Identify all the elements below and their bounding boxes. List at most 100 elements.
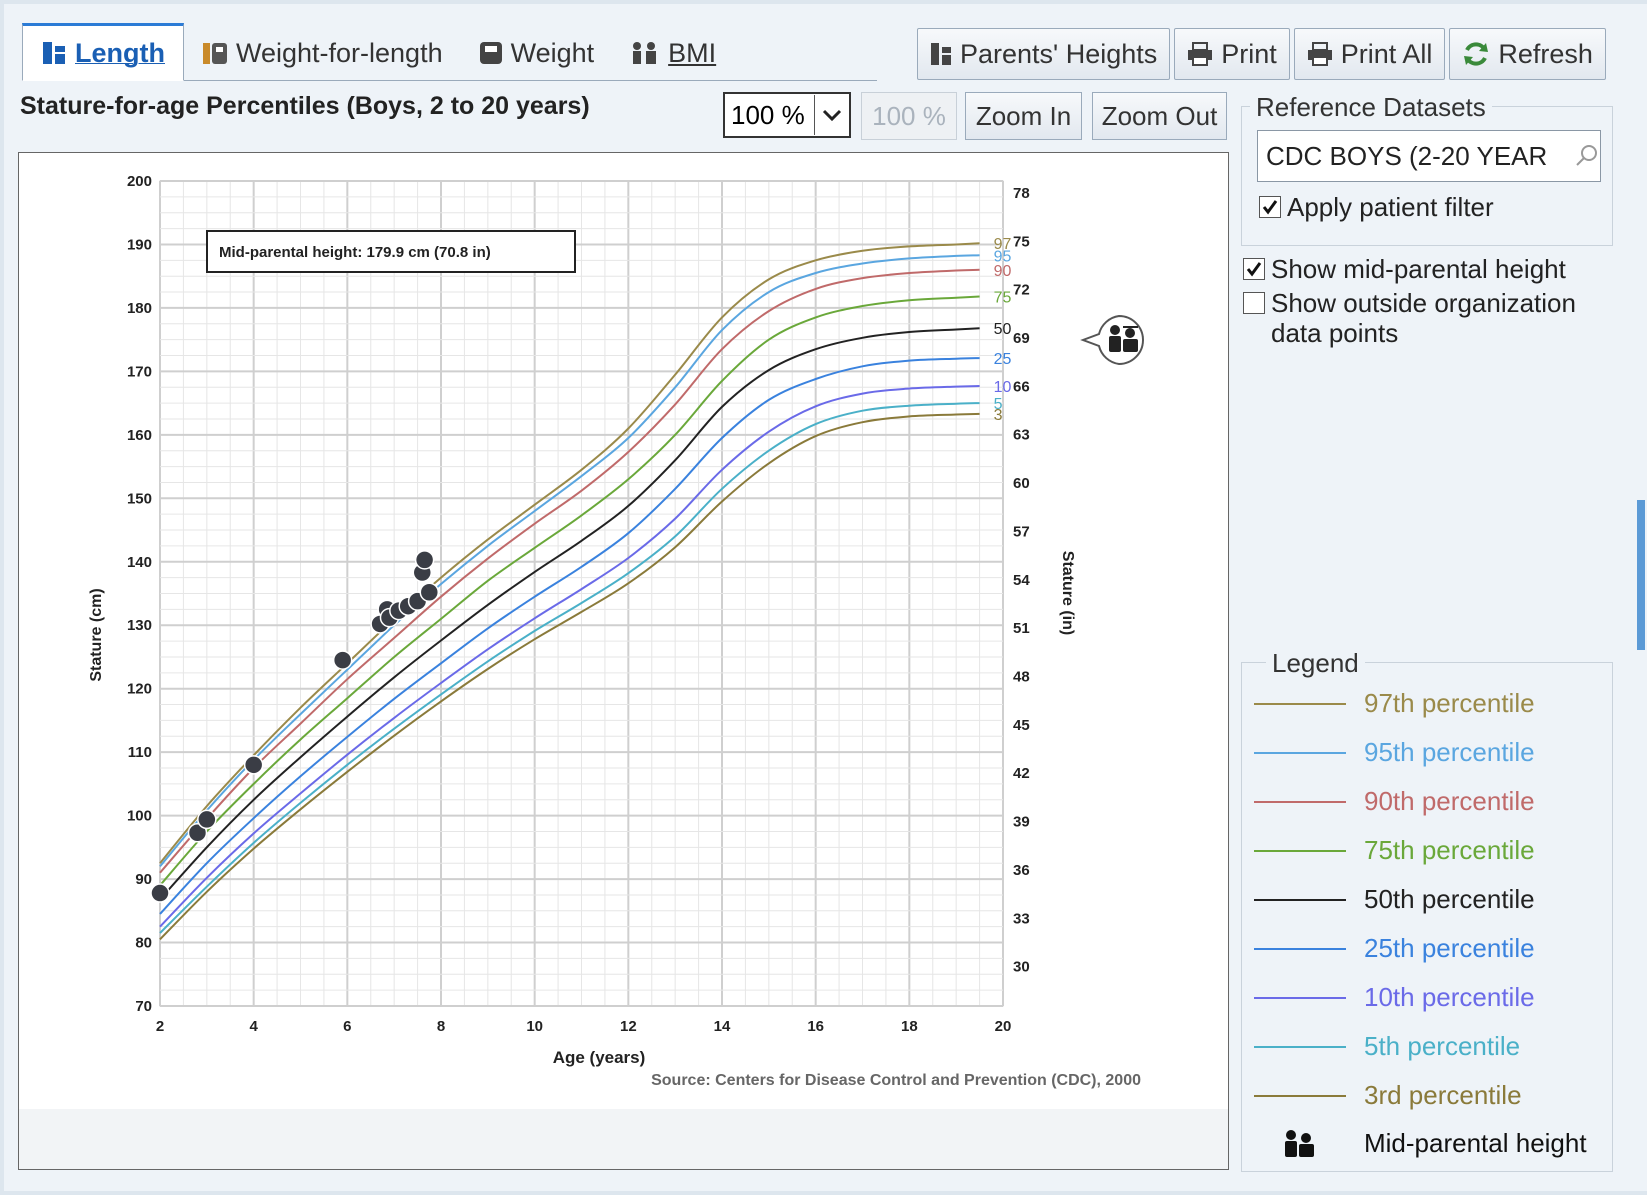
legend-item: 97th percentile <box>1254 688 1535 719</box>
show-outside-org-checkbox[interactable]: Show outside organization data points <box>1243 288 1603 348</box>
patient-data-point <box>332 650 353 670</box>
patient-data-point <box>243 755 264 775</box>
y-tick-label: 100 <box>127 808 152 825</box>
legend-swatch <box>1254 800 1346 803</box>
checkbox-box[interactable] <box>1243 258 1265 280</box>
percentile-curve-95 <box>159 254 980 868</box>
zoom-select[interactable]: 100 % <box>723 92 851 138</box>
tab-weight[interactable]: Weight <box>461 26 613 80</box>
legend-mid-parental: Mid-parental height <box>1254 1128 1587 1159</box>
legend-item: 25th percentile <box>1254 933 1535 964</box>
parents-heights-button[interactable]: Parents' Heights <box>917 28 1171 80</box>
percentile-curve-10 <box>159 385 980 928</box>
zoom-out-button[interactable]: Zoom Out <box>1092 92 1227 140</box>
y-right-tick-label: 66 <box>1013 378 1030 395</box>
y-right-tick-label: 69 <box>1013 330 1030 347</box>
percentile-end-label: 3 <box>994 407 1003 424</box>
y-right-tick-label: 36 <box>1013 862 1030 879</box>
printer-icon <box>1188 42 1213 66</box>
legend-group <box>1241 662 1613 1172</box>
y-tick-label: 180 <box>127 300 152 317</box>
y-tick-label: 70 <box>135 998 152 1015</box>
x-tick-label: 14 <box>714 1018 731 1035</box>
percentile-curve-3 <box>159 412 980 941</box>
y-tick-label: 200 <box>127 173 152 190</box>
legend-swatch <box>1254 849 1346 852</box>
tab-label: Weight <box>510 37 595 68</box>
patient-data-point <box>419 582 440 602</box>
show-outside-org-label: Show outside organization data points <box>1271 288 1576 348</box>
tab-bmi[interactable]: BMI <box>612 26 734 80</box>
weight-for-length-icon <box>202 43 227 64</box>
y-tick-label: 150 <box>127 490 152 507</box>
legend-label: 95th percentile <box>1364 737 1535 767</box>
legend-label: 10th percentile <box>1364 982 1535 1012</box>
mid-parental-marker[interactable] <box>1080 314 1144 366</box>
tab-label: BMI <box>668 37 717 68</box>
y-tick-label: 190 <box>127 236 152 253</box>
zoom-readout: 100 % <box>861 92 957 140</box>
y-tick-label: 160 <box>127 427 152 444</box>
reference-dataset-value: CDC BOYS (2-20 YEAR <box>1266 140 1548 171</box>
parents-heights-label: Parents' Heights <box>960 38 1158 69</box>
y-right-tick-label: 60 <box>1013 475 1030 492</box>
print-button[interactable]: Print <box>1174 28 1290 80</box>
legend-item: 95th percentile <box>1254 737 1535 768</box>
percentile-end-label: 5 <box>994 396 1003 413</box>
patient-data-point <box>414 550 435 570</box>
y-axis-label-right: Stature (in) <box>1059 551 1076 635</box>
x-tick-label: 8 <box>437 1018 445 1035</box>
legend-swatch <box>1254 947 1346 950</box>
percentile-end-label: 97 <box>994 236 1012 253</box>
scrollbar-indicator[interactable] <box>1637 500 1645 650</box>
patient-data-point <box>150 883 170 903</box>
zoom-in-button[interactable]: Zoom In <box>965 92 1082 140</box>
legend-swatch <box>1254 1045 1346 1048</box>
refresh-button[interactable]: Refresh <box>1449 28 1606 80</box>
y-right-tick-label: 33 <box>1013 910 1030 927</box>
legend-swatch <box>1254 996 1346 999</box>
checkbox-box[interactable] <box>1243 292 1265 314</box>
source-note: Source: Centers for Disease Control and … <box>651 1072 1141 1089</box>
legend-swatch <box>1254 1094 1346 1097</box>
reference-dataset-input[interactable]: CDC BOYS (2-20 YEAR <box>1257 130 1601 182</box>
y-tick-label: 140 <box>127 554 152 571</box>
percentile-curve-75 <box>159 295 980 887</box>
x-tick-label: 6 <box>343 1018 351 1035</box>
chart-panel: 2 4 6 8 10 12 14 16 18 20 70 80 90 100 110 120 130 140 150… <box>18 152 1229 1170</box>
patient-data-point <box>187 823 208 843</box>
legend-swatch <box>1254 702 1346 705</box>
print-all-label: Print All <box>1340 38 1433 69</box>
percentile-curve-90 <box>159 268 980 874</box>
percentile-end-label: 50 <box>994 321 1012 338</box>
percentile-curve-97 <box>159 242 980 864</box>
printer-icon <box>1307 42 1332 66</box>
print-all-button[interactable]: Print All <box>1293 28 1446 80</box>
tab-length[interactable]: Length <box>22 23 184 81</box>
search-icon[interactable] <box>1574 143 1600 169</box>
parents-heights-icon <box>931 43 951 65</box>
legend-item: 5th percentile <box>1254 1031 1520 1062</box>
legend-label: 90th percentile <box>1364 786 1535 816</box>
legend-title: Legend <box>1266 648 1365 679</box>
reference-datasets-title: Reference Datasets <box>1250 92 1492 123</box>
weight-icon <box>479 42 502 64</box>
legend-swatch <box>1254 898 1346 901</box>
legend-item: 3rd percentile <box>1254 1080 1522 1111</box>
legend-label: Mid-parental height <box>1364 1128 1587 1158</box>
checkbox-box[interactable] <box>1259 196 1281 218</box>
show-mid-parental-checkbox[interactable]: Show mid-parental height <box>1243 254 1566 285</box>
y-tick-label: 90 <box>135 871 152 888</box>
chevron-down-icon[interactable] <box>814 95 849 135</box>
y-right-tick-label: 51 <box>1013 620 1030 637</box>
mid-parental-annotation-box <box>206 230 576 273</box>
show-mid-parental-label: Show mid-parental height <box>1271 254 1566 284</box>
apply-patient-filter-checkbox[interactable]: Apply patient filter <box>1259 192 1494 223</box>
legend-item: 10th percentile <box>1254 982 1535 1013</box>
stature-chart: 2 4 6 8 10 12 14 16 18 20 70 80 90 100 110 120 130 140 150… <box>88 173 1144 1089</box>
x-tick-label: 12 <box>620 1018 637 1035</box>
y-tick-label: 80 <box>135 935 152 952</box>
tab-weight-for-length[interactable]: Weight-for-length <box>184 26 461 80</box>
y-tick-label: 130 <box>127 617 152 634</box>
x-tick-label: 18 <box>901 1018 918 1035</box>
